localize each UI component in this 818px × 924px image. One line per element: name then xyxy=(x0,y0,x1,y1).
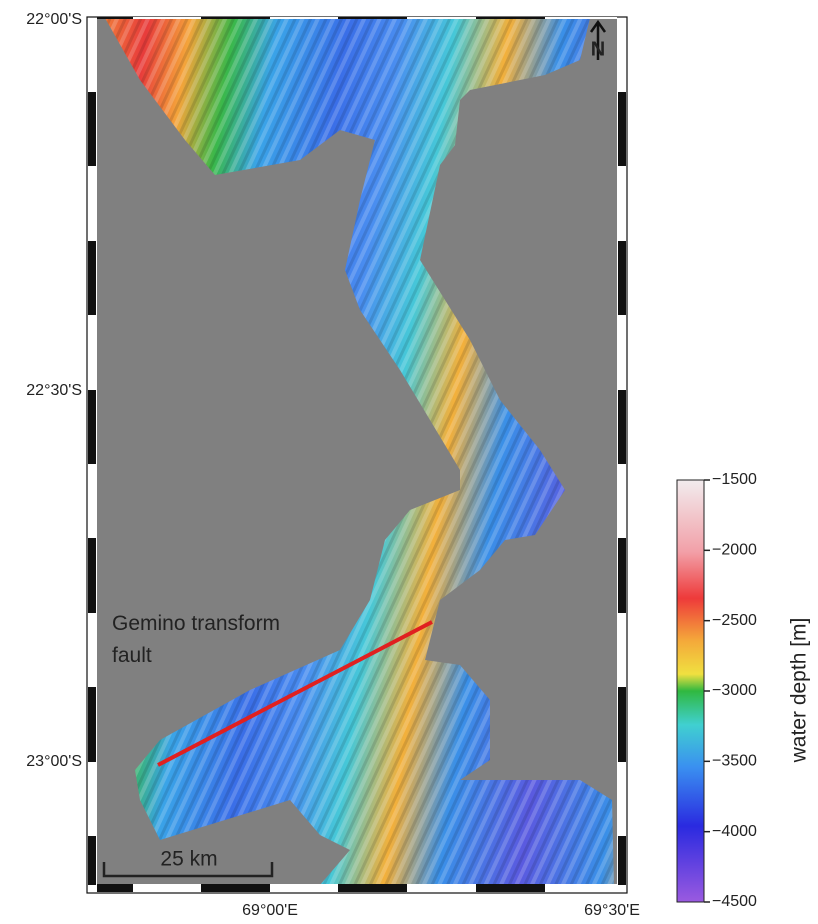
frame-block xyxy=(201,17,270,19)
colorbar-ramp xyxy=(677,480,704,902)
frame-block xyxy=(88,613,96,687)
frame-block xyxy=(133,17,201,19)
frame-block xyxy=(88,166,96,241)
annotation-line: Gemino transform xyxy=(112,612,280,635)
frame-block xyxy=(476,884,545,892)
colorbar-tick-label: −1500 xyxy=(712,471,757,488)
frame-block xyxy=(97,884,133,892)
frame-block xyxy=(201,884,270,892)
colorbar-tick-label: −2000 xyxy=(712,542,757,559)
colorbar-tick-label: −3000 xyxy=(712,682,757,699)
frame-block xyxy=(618,241,626,315)
frame-block xyxy=(618,92,626,166)
lon-label: 69°00'E xyxy=(242,902,298,919)
frame-block xyxy=(618,390,626,464)
colorbar-tick-label: −4000 xyxy=(712,823,757,840)
frame-block xyxy=(270,17,338,19)
frame-block xyxy=(545,17,617,19)
frame-block xyxy=(618,613,626,687)
frame-block xyxy=(88,390,96,464)
frame-block xyxy=(88,687,96,762)
frame-block xyxy=(476,17,545,19)
colorbar-tick-label: −3500 xyxy=(712,753,757,770)
lat-label: 23°00'S xyxy=(26,753,82,770)
frame-block xyxy=(338,17,407,19)
colorbar: water depth [m] −1500 −2000 −2500 −3000 −350… xyxy=(677,471,811,910)
colorbar-tick-label: −4500 xyxy=(712,893,757,910)
lat-label: 22°30'S xyxy=(26,382,82,399)
north-arrow: N xyxy=(591,22,605,60)
frame-block xyxy=(407,884,476,892)
frame-block xyxy=(338,884,407,892)
frame-block xyxy=(88,92,96,166)
frame-block xyxy=(618,687,626,762)
frame-block xyxy=(88,836,96,885)
frame-block xyxy=(618,836,626,885)
frame-block xyxy=(407,17,476,19)
frame-block xyxy=(618,538,626,613)
frame-block xyxy=(88,315,96,390)
map: Gemino transform fault 25 km N xyxy=(97,18,617,885)
lat-label: 22°00'S xyxy=(26,11,82,28)
annotation-line: fault xyxy=(112,644,152,667)
lon-label: 69°30'E xyxy=(584,902,640,919)
map-figure: Gemino transform fault 25 km N 22°00'S 2… xyxy=(0,0,818,924)
colorbar-label: water depth [m] xyxy=(788,618,811,764)
frame-block xyxy=(618,762,626,836)
frame-block xyxy=(88,762,96,836)
frame-block xyxy=(97,17,133,19)
frame-block xyxy=(88,241,96,315)
scale-label: 25 km xyxy=(160,848,217,871)
frame-block xyxy=(88,18,96,92)
colorbar-tick-label: −2500 xyxy=(712,612,757,629)
frame-block xyxy=(618,315,626,390)
frame-block xyxy=(618,166,626,241)
frame-block xyxy=(618,18,626,92)
frame-block xyxy=(88,464,96,538)
frame-block xyxy=(88,538,96,613)
frame-block xyxy=(270,884,338,892)
north-label: N xyxy=(591,38,605,60)
frame-block xyxy=(133,884,201,892)
frame-block xyxy=(618,464,626,538)
frame-block xyxy=(545,884,617,892)
